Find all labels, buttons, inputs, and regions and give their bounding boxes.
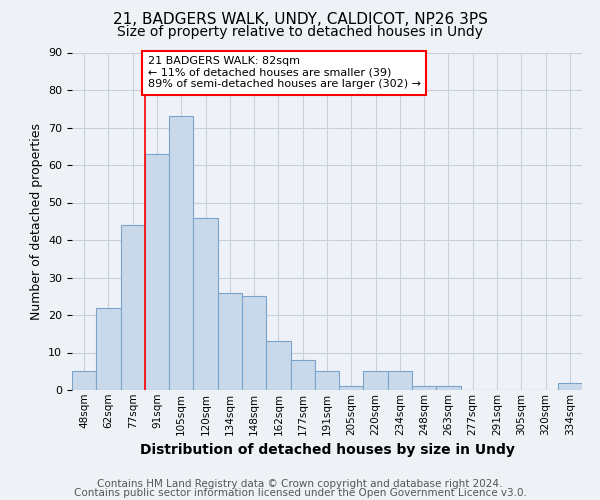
Text: Contains HM Land Registry data © Crown copyright and database right 2024.: Contains HM Land Registry data © Crown c… xyxy=(97,479,503,489)
Y-axis label: Number of detached properties: Number of detached properties xyxy=(29,122,43,320)
Bar xyxy=(436,386,461,390)
Text: 21 BADGERS WALK: 82sqm
← 11% of detached houses are smaller (39)
89% of semi-det: 21 BADGERS WALK: 82sqm ← 11% of detached… xyxy=(148,56,421,90)
Bar xyxy=(315,371,339,390)
Bar xyxy=(290,360,315,390)
Bar xyxy=(72,371,96,390)
Bar xyxy=(266,341,290,390)
Text: Contains public sector information licensed under the Open Government Licence v3: Contains public sector information licen… xyxy=(74,488,526,498)
Bar xyxy=(242,296,266,390)
Bar xyxy=(339,386,364,390)
Bar xyxy=(218,292,242,390)
Text: 21, BADGERS WALK, UNDY, CALDICOT, NP26 3PS: 21, BADGERS WALK, UNDY, CALDICOT, NP26 3… xyxy=(113,12,487,28)
Bar xyxy=(412,386,436,390)
Bar xyxy=(169,116,193,390)
Bar xyxy=(558,382,582,390)
Bar xyxy=(388,371,412,390)
Bar xyxy=(193,218,218,390)
Bar xyxy=(96,308,121,390)
Text: Size of property relative to detached houses in Undy: Size of property relative to detached ho… xyxy=(117,25,483,39)
Bar xyxy=(121,225,145,390)
Bar xyxy=(364,371,388,390)
X-axis label: Distribution of detached houses by size in Undy: Distribution of detached houses by size … xyxy=(140,443,514,457)
Bar xyxy=(145,154,169,390)
